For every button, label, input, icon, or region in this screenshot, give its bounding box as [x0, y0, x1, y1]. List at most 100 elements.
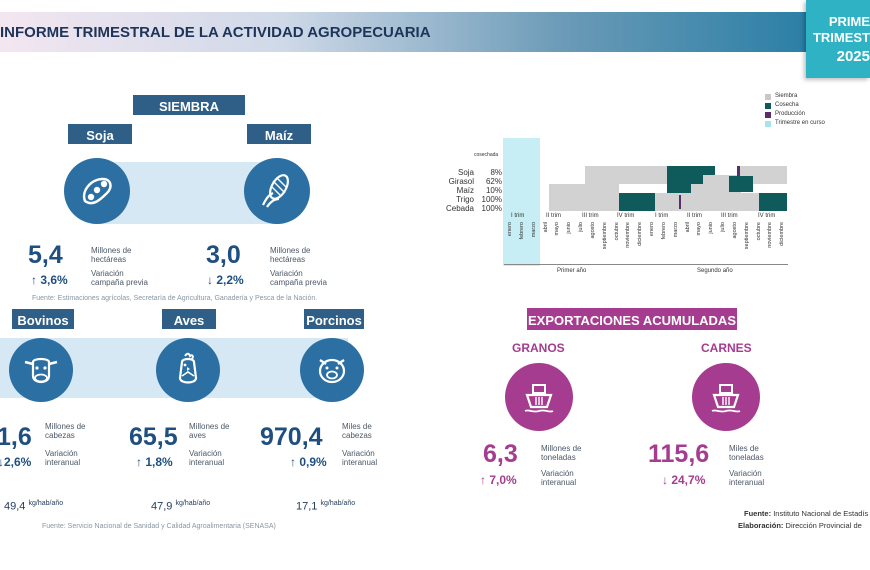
legend-produccion: Producción	[775, 111, 806, 117]
porcinos-unit: Miles de cabezas	[342, 422, 372, 440]
granos-variation-label: Variación interanual	[541, 469, 577, 487]
exportaciones-title: EXPORTACIONES ACUMULADAS	[527, 308, 737, 330]
chicken-icon	[156, 338, 220, 402]
period-line-2: TRIMEST	[812, 30, 870, 45]
month-label: junio	[708, 222, 715, 234]
bovinos-consumo-unit: kg/hab/año	[28, 500, 64, 507]
header-band	[0, 12, 808, 52]
year-2-line	[646, 264, 788, 265]
crop-soja-pct: 8%	[490, 168, 502, 177]
period-badge: PRIME TRIMEST 2025	[806, 0, 870, 78]
month-label: marzo	[672, 222, 679, 238]
month-label: julio	[720, 222, 726, 232]
aves-consumo: 47,9 kg/hab/año	[151, 500, 210, 513]
month-label: abril	[542, 222, 549, 233]
month-label: julio	[578, 222, 584, 232]
carnes-ship-icon	[692, 363, 760, 431]
aves-label: Aves	[162, 309, 216, 329]
page-title: INFORME TRIMESTRAL DE LA ACTIVIDAD AGROP…	[0, 24, 431, 41]
carnes-value: 115,6	[648, 440, 710, 468]
calendar-header-label: cosechada	[474, 152, 499, 158]
year-1-label: Primer año	[557, 268, 587, 274]
period-year: 2025	[836, 48, 870, 65]
crop-maiz: Maíz	[456, 186, 474, 195]
month-label: diciembre	[779, 222, 786, 246]
pig-icon	[300, 338, 364, 402]
crop-trigo: Trigo	[456, 195, 474, 204]
calendar-bars	[549, 166, 787, 211]
quarter-8: IV trim	[758, 213, 776, 219]
bovinos-variation: ↓2,6%	[0, 455, 32, 469]
carnes-label: CARNES	[701, 341, 752, 355]
month-label: octubre	[755, 222, 762, 241]
month-label: noviembre	[767, 222, 774, 248]
month-label: mayo	[696, 222, 703, 236]
legend-siembra: Siembra	[775, 93, 798, 99]
soja-unit: Millones de hectáreas	[91, 246, 132, 264]
crop-maiz-pct: 10%	[485, 186, 502, 195]
bovinos-value: 1,6	[0, 423, 32, 451]
crop-cebada: Cebada	[445, 204, 474, 213]
crop-soja: Soja	[457, 168, 474, 177]
legend-swatch-produccion	[765, 112, 771, 118]
porcinos-consumo-unit: kg/hab/año	[320, 500, 356, 507]
legend-swatch-cosecha	[765, 103, 771, 109]
year-1-line	[504, 264, 646, 265]
aves-consumo-value: 47,9	[151, 500, 173, 513]
bovinos-variation-label: Variación interanual	[45, 449, 81, 467]
current-quarter-highlight	[503, 138, 540, 266]
month-label: enero	[507, 222, 513, 237]
legend-cosecha: Cosecha	[775, 102, 799, 108]
maiz-value: 3,0	[206, 241, 241, 269]
soja-variation-label: Variación campaña previa	[91, 269, 148, 287]
quarter-2: II trim	[546, 213, 561, 219]
legend-swatch-trimestre	[765, 121, 771, 127]
maiz-variation: ↓ 2,2%	[207, 273, 244, 287]
granos-unit: Millones de toneladas	[541, 444, 582, 462]
month-label: octubre	[613, 222, 620, 241]
month-label: noviembre	[625, 222, 632, 248]
soja-variation: ↑ 3,6%	[31, 273, 68, 287]
aves-unit: Millones de aves	[189, 422, 230, 440]
month-label: febrero	[660, 222, 667, 240]
corn-icon	[244, 158, 310, 224]
cow-icon	[9, 338, 73, 402]
porcinos-label: Porcinos	[304, 309, 364, 329]
maiz-variation-label: Variación campaña previa	[270, 269, 327, 287]
crop-cebada-pct: 100%	[481, 204, 502, 213]
month-label: junio	[566, 222, 573, 234]
aves-value: 65,5	[129, 423, 178, 451]
quarter-7: III trim	[721, 213, 738, 219]
month-label: diciembre	[637, 222, 644, 246]
month-label: septiembre	[743, 222, 750, 250]
quarter-1: I trim	[511, 213, 525, 219]
granos-ship-icon	[505, 363, 573, 431]
carnes-variation-label: Variación interanual	[729, 469, 765, 487]
footer-fuente: Fuente: Instituto Nacional de Estadís	[744, 509, 868, 518]
month-label: septiembre	[601, 222, 608, 250]
quarter-4: IV trim	[617, 213, 635, 219]
bovinos-label: Bovinos	[12, 309, 74, 329]
legend-swatch-siembra	[765, 94, 771, 100]
granos-variation: ↑ 7,0%	[480, 473, 517, 487]
footer-elaboracion: Elaboración: Dirección Provincial de	[738, 521, 862, 530]
period-line-1: PRIME	[828, 14, 870, 29]
soja-label: Soja	[68, 124, 132, 144]
month-label: marzo	[530, 222, 537, 238]
siembra-title: SIEMBRA	[133, 95, 245, 115]
siembra-source: Fuente: Estimaciones agrícolas, Secretar…	[32, 295, 318, 302]
year-2-label: Segundo año	[697, 268, 733, 274]
month-label: abril	[684, 222, 691, 233]
month-label: enero	[649, 222, 655, 237]
maiz-label: Maíz	[247, 124, 311, 144]
crop-girasol-pct: 62%	[485, 177, 502, 186]
soja-value: 5,4	[28, 241, 63, 269]
bovinos-consumo-value: 49,4	[4, 500, 26, 513]
month-label: agosto	[589, 222, 596, 239]
soy-icon	[64, 158, 130, 224]
porcinos-variation: ↑ 0,9%	[290, 455, 327, 469]
months-row: enero febrero marzo abril mayo junio julio agos…	[504, 222, 788, 264]
carnes-variation: ↓ 24,7%	[662, 473, 706, 487]
aves-consumo-unit: kg/hab/año	[175, 500, 211, 507]
quarter-5: I trim	[655, 213, 669, 219]
